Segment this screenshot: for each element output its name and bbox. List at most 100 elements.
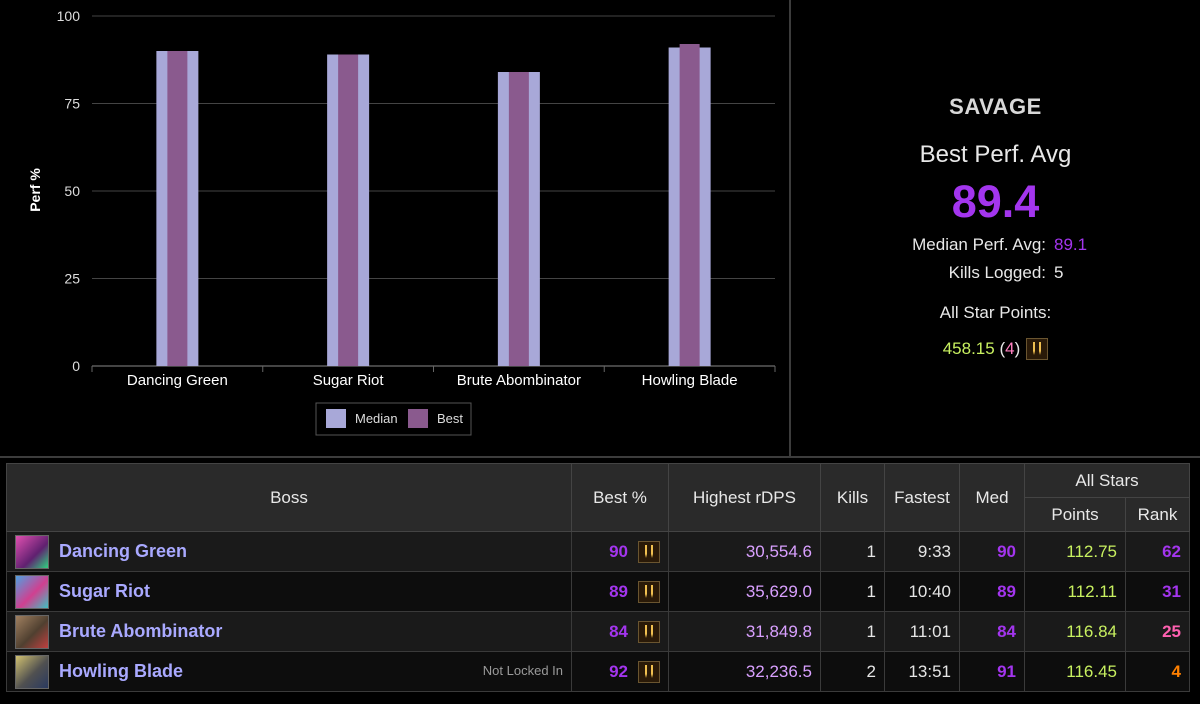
best-perf-avg-value: 89.4 (951, 176, 1040, 227)
boss-portrait-icon (15, 574, 49, 609)
header-fastest[interactable]: Fastest (884, 463, 960, 532)
kills-cell: 1 (820, 611, 885, 652)
y-tick-label: 25 (64, 271, 80, 287)
median-perf-avg-label: Median Perf. Avg: (912, 235, 1046, 254)
panel-divider-horizontal (0, 456, 1200, 458)
boss-portrait-icon (15, 614, 49, 649)
all-star-icon[interactable] (638, 540, 660, 563)
all-star-icon[interactable] (1026, 338, 1049, 360)
rank-cell: 25 (1124, 611, 1191, 652)
all-star-rank-value: 4 (1005, 339, 1015, 358)
boss-rankings-table: Boss Best % Highest rDPS Kills Fastest M… (6, 463, 1191, 692)
rank-close-paren: ) (1014, 339, 1021, 358)
header-rank[interactable]: Rank (1124, 497, 1191, 532)
median-cell: 84 (959, 611, 1025, 652)
fastest-cell: 10:40 (884, 571, 960, 612)
best-percent-value: 92 (609, 661, 628, 681)
table-row[interactable]: Sugar Riot 89 35,629.0 1 10:40 89 112.11… (6, 571, 1191, 612)
kills-logged-row: Kills Logged: 5 (791, 263, 1200, 283)
points-cell: 112.11 (1024, 571, 1126, 612)
all-star-points-value: 458.15 (942, 339, 995, 358)
legend-label-best[interactable]: Best (437, 411, 463, 426)
all-star-points-row: 458.15 (4) (791, 338, 1200, 360)
boss-name-link[interactable]: Sugar Riot (59, 581, 151, 601)
all-star-icon[interactable] (638, 660, 660, 683)
fastest-cell: 9:33 (884, 531, 960, 572)
rank-cell: 62 (1124, 531, 1191, 572)
median-cell: 89 (959, 571, 1025, 612)
fastest-cell: 13:51 (884, 651, 960, 692)
header-highest-rdps[interactable]: Highest rDPS (668, 463, 821, 532)
header-med[interactable]: Med (959, 463, 1025, 532)
table-row[interactable]: Howling Blade Not Locked In 92 32,236.5 … (6, 651, 1191, 692)
median-perf-avg-row: Median Perf. Avg: 89.1 (791, 235, 1200, 255)
legend-swatch-median (326, 409, 346, 428)
best-percent-cell: 92 (571, 651, 669, 692)
legend-swatch-best (408, 409, 428, 428)
all-star-points-label: All Star Points: (939, 303, 1052, 322)
performance-chart-panel: 0 25 50 75 100 Dancing Green Sugar Riot Brute A… (0, 0, 790, 456)
median-cell: 90 (959, 531, 1025, 572)
x-tick-label: Howling Blade (642, 372, 738, 389)
header-best-percent[interactable]: Best % (571, 463, 669, 532)
bar-best[interactable] (508, 72, 529, 366)
highest-rdps-cell: 35,629.0 (668, 571, 821, 612)
x-tick-label: Dancing Green (127, 372, 228, 389)
bar-best[interactable] (338, 54, 359, 367)
bar-best[interactable] (679, 44, 700, 366)
best-perf-avg-label: Best Perf. Avg (919, 141, 1072, 168)
y-axis-label: Perf % (27, 168, 43, 212)
highest-rdps-cell: 31,849.8 (668, 611, 821, 652)
legend-label-median[interactable]: Median (355, 411, 398, 426)
difficulty-title: SAVAGE (949, 94, 1042, 119)
boss-cell: Howling Blade Not Locked In (6, 651, 572, 692)
all-star-icon[interactable] (638, 620, 660, 643)
kills-cell: 2 (820, 651, 885, 692)
best-percent-cell: 89 (571, 571, 669, 612)
header-all-stars: All Stars (1023, 463, 1191, 498)
header-boss[interactable]: Boss (6, 463, 572, 532)
rank-cell: 4 (1124, 651, 1191, 692)
points-cell: 112.75 (1024, 531, 1126, 572)
best-percent-cell: 84 (571, 611, 669, 652)
x-tick-label: Sugar Riot (313, 372, 385, 389)
boss-cell: Brute Abombinator (6, 611, 572, 652)
boss-name-link[interactable]: Dancing Green (59, 541, 188, 561)
points-cell: 116.84 (1024, 611, 1126, 652)
chart-legend[interactable]: Median Best (315, 402, 472, 436)
best-percent-cell: 90 (571, 531, 669, 572)
header-kills[interactable]: Kills (820, 463, 885, 532)
best-percent-value: 89 (609, 581, 628, 601)
highest-rdps-cell: 32,236.5 (668, 651, 821, 692)
highest-rdps-cell: 30,554.6 (668, 531, 821, 572)
bar-best[interactable] (167, 51, 188, 366)
boss-name-link[interactable]: Howling Blade (59, 661, 184, 681)
kills-cell: 1 (820, 571, 885, 612)
best-percent-value: 84 (609, 621, 628, 641)
y-tick-label: 0 (72, 358, 80, 374)
table-row[interactable]: Dancing Green 90 30,554.6 1 9:33 90 112.… (6, 531, 1191, 572)
all-star-icon[interactable] (638, 580, 660, 603)
not-locked-in-note: Not Locked In (482, 663, 563, 678)
table-row[interactable]: Brute Abombinator 84 31,849.8 1 11:01 84… (6, 611, 1191, 652)
performance-bar-chart: 0 25 50 75 100 Dancing Green Sugar Riot Brute A… (27, 8, 776, 436)
boss-portrait-icon (15, 534, 49, 569)
median-perf-avg-value: 89.1 (1054, 235, 1088, 254)
points-cell: 116.45 (1024, 651, 1126, 692)
kills-cell: 1 (820, 531, 885, 572)
boss-cell: Sugar Riot (6, 571, 572, 612)
fastest-cell: 11:01 (884, 611, 960, 652)
panel-divider-vertical (789, 0, 791, 458)
x-tick-label: Brute Abombinator (457, 372, 581, 389)
kills-logged-label: Kills Logged: (948, 263, 1046, 282)
y-tick-label: 50 (64, 183, 80, 199)
header-points[interactable]: Points (1024, 497, 1126, 532)
rank-cell: 31 (1124, 571, 1191, 612)
boss-cell: Dancing Green (6, 531, 572, 572)
y-tick-label: 100 (57, 8, 81, 24)
y-tick-label: 75 (64, 96, 80, 112)
boss-name-link[interactable]: Brute Abombinator (59, 621, 223, 641)
summary-panel: SAVAGE Best Perf. Avg 89.4 Median Perf. … (791, 0, 1200, 456)
rank-open-paren: ( (999, 339, 1006, 358)
boss-portrait-icon (15, 654, 49, 689)
